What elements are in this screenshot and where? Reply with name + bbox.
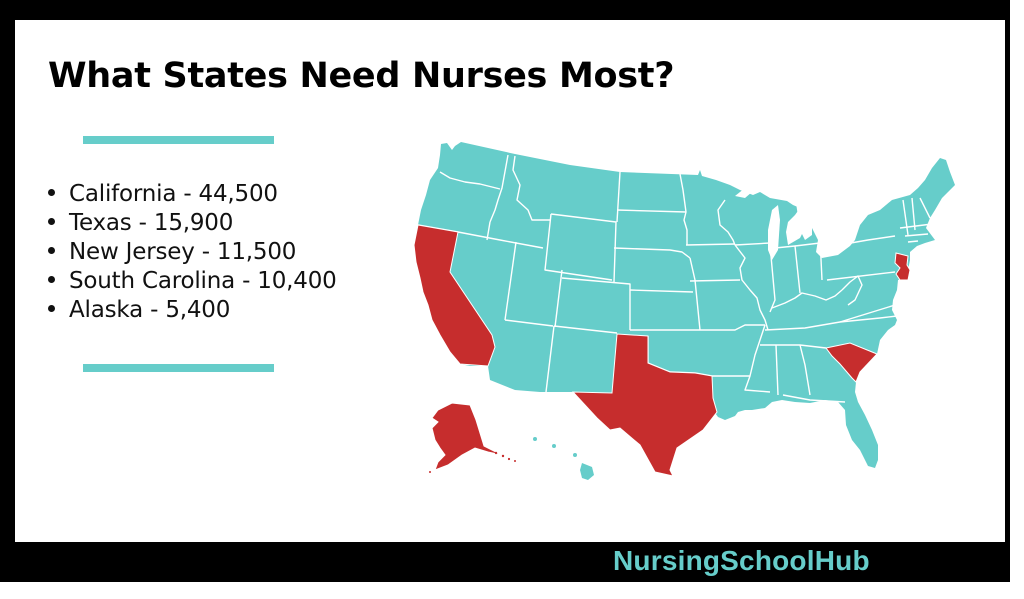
- list-item-label: California - 44,500: [69, 181, 278, 207]
- bullet-icon: [48, 247, 55, 254]
- list-item-label: South Carolina - 10,400: [69, 268, 337, 294]
- state-texas: [571, 333, 718, 477]
- list-item: Alaska - 5,400: [44, 296, 337, 325]
- bullet-icon: [48, 276, 55, 283]
- list-item: Texas - 15,900: [44, 209, 337, 238]
- alaska-islands: [429, 451, 516, 473]
- list-item-label: Texas - 15,900: [69, 210, 234, 236]
- bullet-icon: [48, 305, 55, 312]
- state-new-jersey: [894, 252, 911, 281]
- list-item: New Jersey - 11,500: [44, 238, 337, 267]
- list-item: California - 44,500: [44, 180, 337, 209]
- state-alaska: [431, 402, 503, 471]
- great-lakes: [735, 188, 850, 260]
- highlighted-states: [413, 224, 911, 477]
- state-california: [413, 224, 496, 367]
- states-list: California - 44,500 Texas - 15,900 New J…: [44, 180, 337, 325]
- hawaii: [533, 437, 594, 480]
- page-title: What States Need Nurses Most?: [48, 56, 675, 96]
- accent-divider-bottom: [83, 364, 274, 372]
- state-south-carolina: [825, 342, 878, 383]
- list-item: South Carolina - 10,400: [44, 267, 337, 296]
- brand-logo-text: NursingSchoolHub: [613, 545, 870, 576]
- bullet-icon: [48, 218, 55, 225]
- bullet-icon: [48, 189, 55, 196]
- accent-divider-top: [83, 136, 274, 144]
- list-item-label: New Jersey - 11,500: [69, 239, 297, 265]
- list-item-label: Alaska - 5,400: [69, 297, 231, 323]
